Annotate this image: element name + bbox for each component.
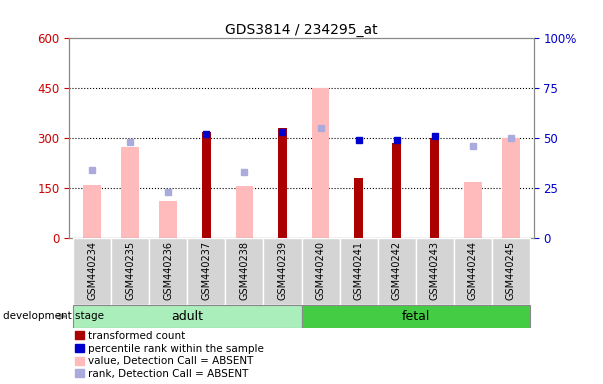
Bar [83,185,101,238]
Text: GSM440245: GSM440245 [506,241,516,300]
Bar [415,238,453,305]
Text: GSM440234: GSM440234 [87,241,97,300]
Text: GSM440240: GSM440240 [315,241,326,300]
Text: adult: adult [171,310,203,323]
Text: development stage: development stage [3,311,104,321]
Bar [73,305,302,328]
Bar [354,178,363,238]
Bar [278,128,287,238]
Bar [502,137,520,238]
Text: GSM440236: GSM440236 [163,241,173,300]
Bar [377,238,415,305]
Text: GSM440243: GSM440243 [430,241,440,300]
Title: GDS3814 / 234295_at: GDS3814 / 234295_at [225,23,378,37]
Bar [339,238,377,305]
Bar [264,238,302,305]
Bar [236,187,253,238]
Bar [188,238,226,305]
Bar [302,305,530,328]
Text: GSM440235: GSM440235 [125,241,135,300]
Bar [159,202,177,238]
Bar [453,238,492,305]
Text: GSM440237: GSM440237 [201,241,212,300]
Bar [150,238,188,305]
Text: GSM440238: GSM440238 [239,241,250,300]
Bar [226,238,264,305]
Bar [464,182,482,238]
Bar [73,238,111,305]
Bar [111,238,150,305]
Legend: transformed count, percentile rank within the sample, value, Detection Call = AB: transformed count, percentile rank withi… [75,331,264,379]
Bar [121,147,139,238]
Text: fetal: fetal [402,310,430,323]
Bar [392,143,402,238]
Bar [201,132,211,238]
Text: GSM440244: GSM440244 [468,241,478,300]
Text: GSM440239: GSM440239 [277,241,288,300]
Bar [492,238,530,305]
Bar [312,88,329,238]
Bar [430,138,440,238]
Bar [302,238,339,305]
Text: GSM440242: GSM440242 [391,241,402,300]
Text: GSM440241: GSM440241 [353,241,364,300]
